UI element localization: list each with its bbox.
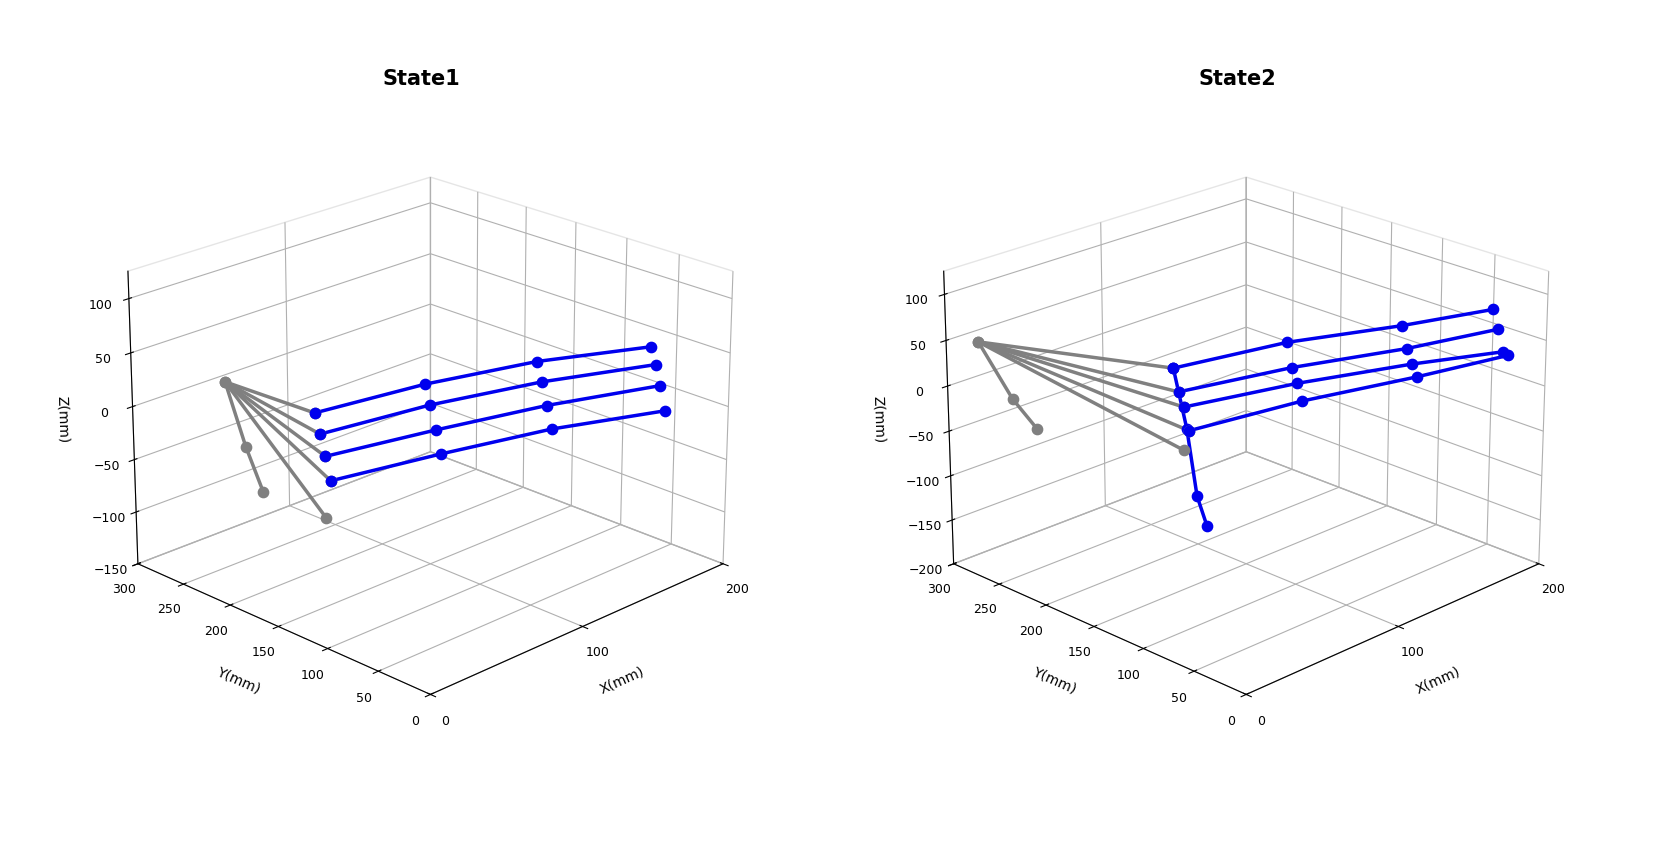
Title: State2: State2: [1198, 70, 1276, 89]
Y-axis label: Y(mm): Y(mm): [1030, 665, 1078, 696]
X-axis label: X(mm): X(mm): [597, 664, 647, 696]
Title: State1: State1: [383, 70, 461, 89]
X-axis label: X(mm): X(mm): [1413, 664, 1462, 696]
Y-axis label: Y(mm): Y(mm): [214, 665, 262, 696]
